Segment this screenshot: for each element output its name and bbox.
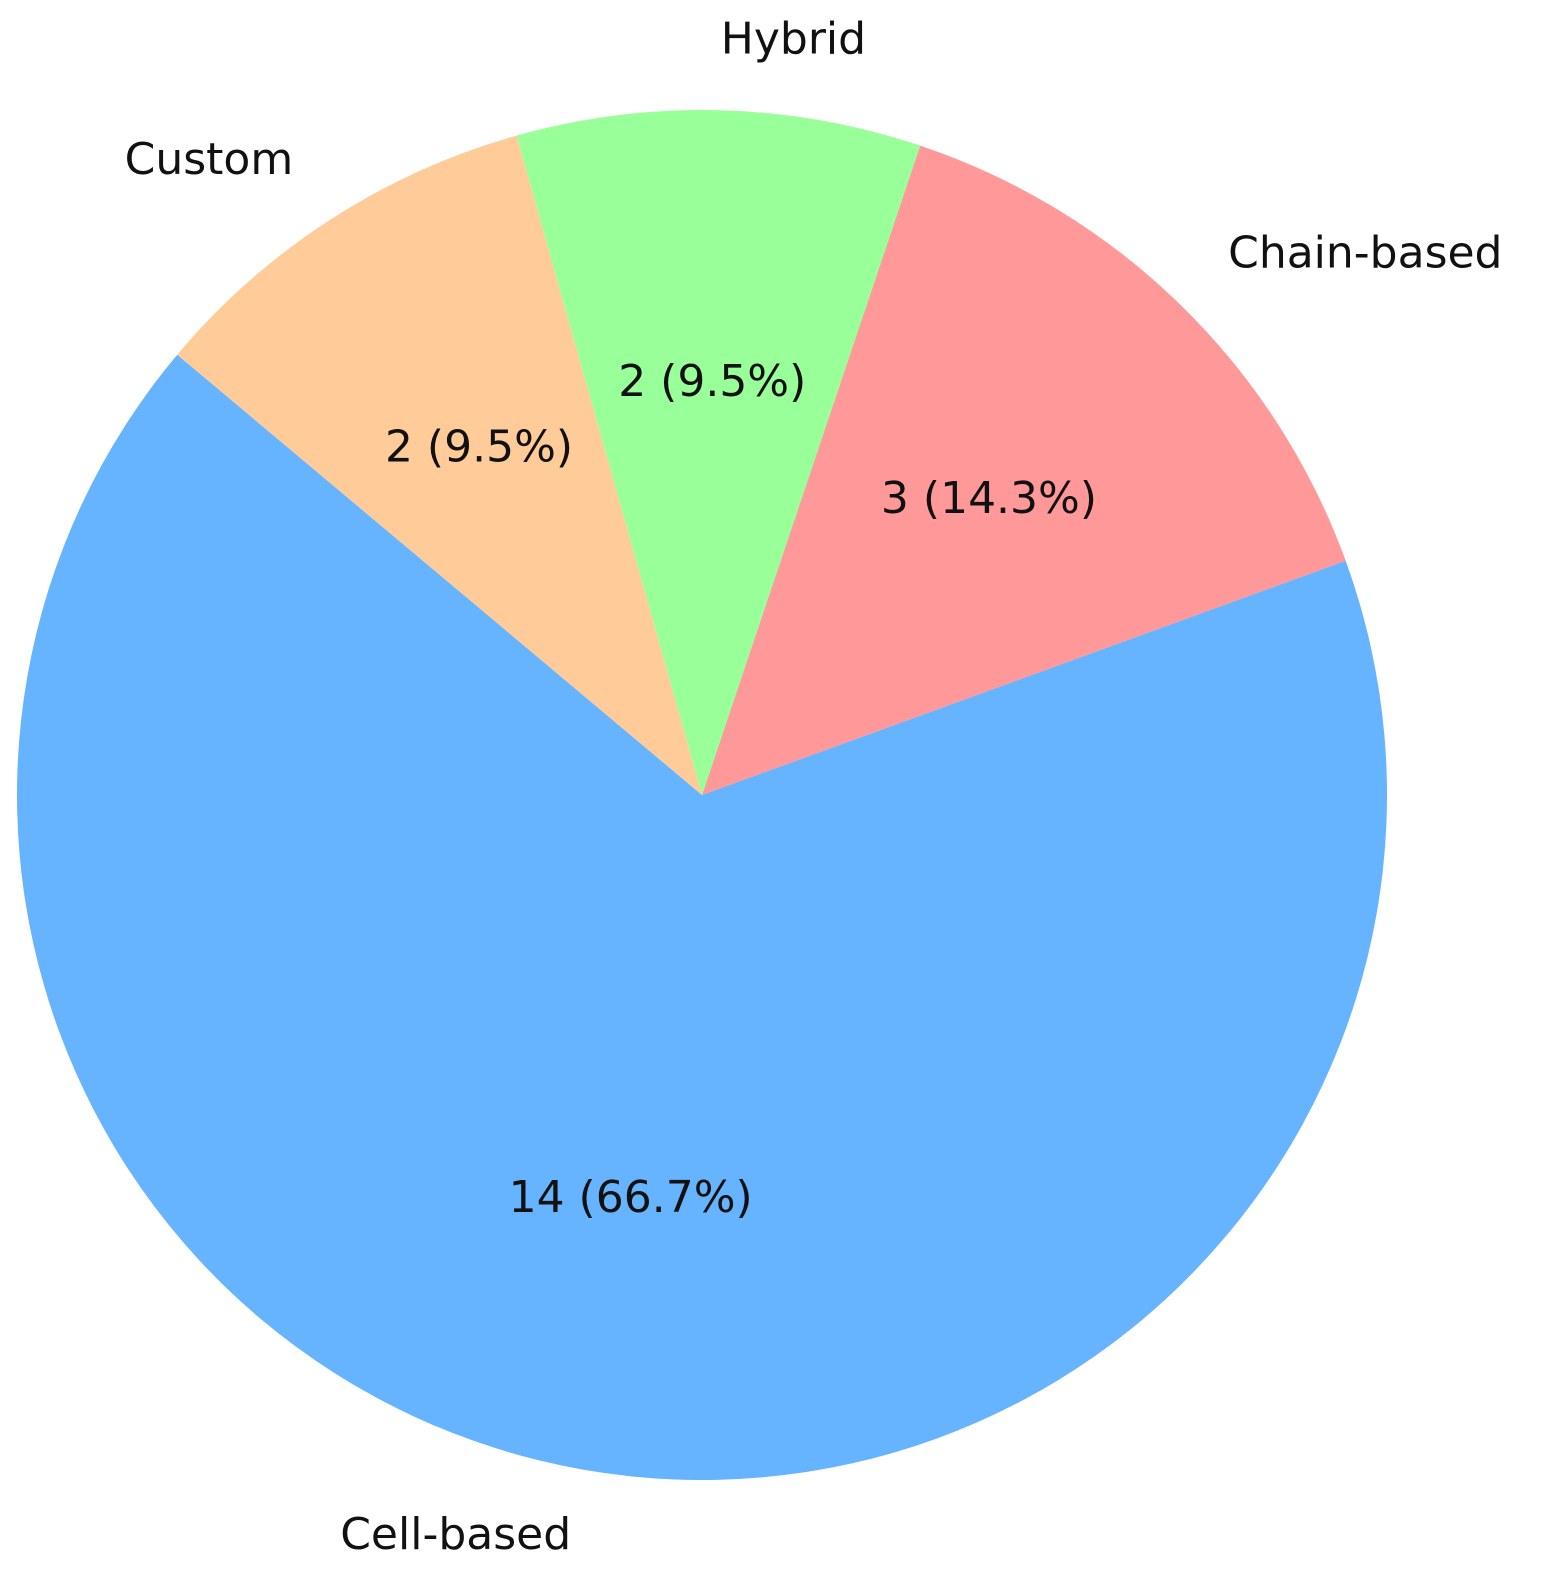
slice-label: Chain-based <box>1228 228 1502 279</box>
value-label: 2 (9.5%) <box>618 356 806 407</box>
pie-slice <box>516 110 921 796</box>
value-label: 3 (14.3%) <box>881 473 1097 524</box>
slice-label: Cell-based <box>340 1509 571 1560</box>
slice-label: Custom <box>125 134 294 185</box>
pie-slice <box>702 145 1346 795</box>
pie-slice <box>177 135 703 795</box>
value-label: 2 (9.5%) <box>385 422 573 473</box>
value-label: 14 (66.7%) <box>509 1172 753 1223</box>
pie-slice <box>16 354 1387 1481</box>
slice-label: Hybrid <box>721 14 866 65</box>
